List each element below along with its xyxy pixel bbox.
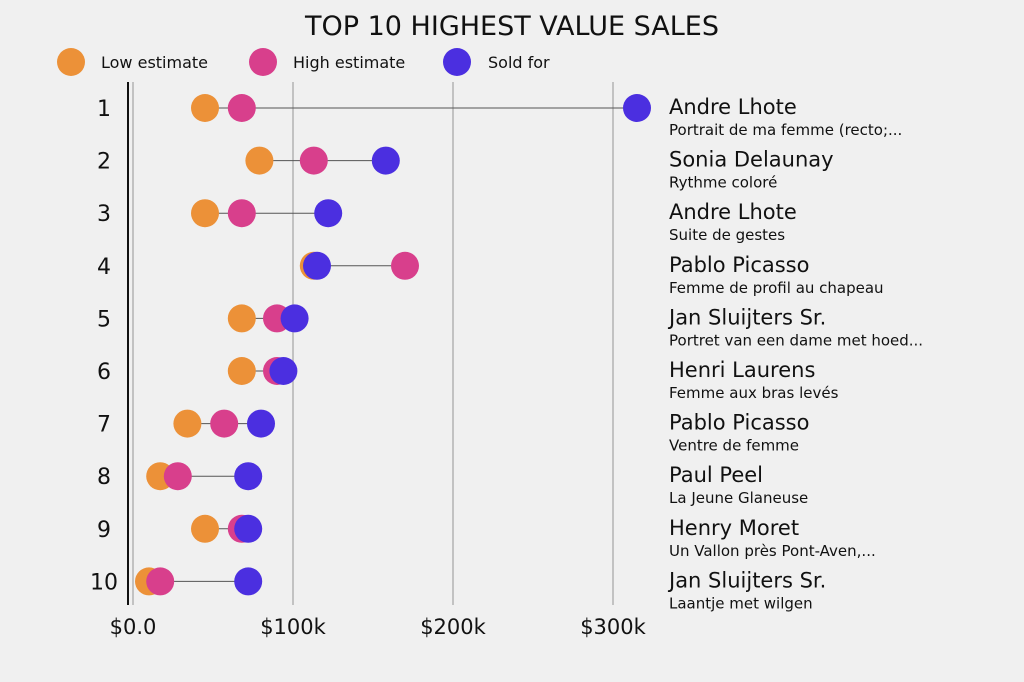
high-estimate-dot [210, 409, 239, 438]
sold-for-dot [234, 567, 263, 596]
row-3: 3 Andre Lhote Suite de gestes [97, 199, 797, 244]
high-estimate-dot [391, 251, 419, 280]
sold-for-dot [234, 514, 263, 543]
rank-label: 8 [97, 465, 111, 490]
legend: Low estimate High estimate Sold for [57, 48, 550, 76]
x-axis-ticks: $0.0 $100k $200k $300k [110, 615, 647, 639]
artwork-title: Laantje met wilgen [669, 594, 813, 612]
artist-name: Sonia Delaunay [669, 148, 834, 172]
artwork-title: Un Vallon près Pont-Aven,... [669, 542, 876, 560]
artist-name: Andre Lhote [669, 95, 797, 119]
artwork-title: Portret van een dame met hoed... [669, 331, 923, 349]
artwork-title: Ventre de femme [669, 437, 799, 455]
row-1: 1 Andre Lhote Portrait de ma femme (recto;… [97, 94, 902, 139]
high-estimate-dot [227, 94, 256, 122]
low-estimate-dot [191, 199, 219, 228]
row-4: 4 Pablo Picasso Femme de profil au chapeau [97, 251, 884, 297]
sold-for-dot [623, 94, 651, 122]
sold-for-dot [234, 462, 263, 491]
x-tick-label: $200k [420, 615, 486, 639]
low-estimate-dot [245, 146, 274, 175]
rank-label: 10 [90, 570, 118, 595]
x-tick-label: $100k [260, 615, 326, 639]
row-9: 9 Henry Moret Un Vallon près Pont-Aven,... [97, 514, 876, 560]
legend-low-label: Low estimate [101, 53, 208, 72]
legend-high-label: High estimate [293, 53, 405, 72]
row-6: 6 Henri Laurens Femme aux bras levés [97, 357, 839, 402]
high-estimate-dot [146, 567, 175, 596]
artwork-title: Femme aux bras levés [669, 384, 839, 402]
sold-for-dot [247, 409, 275, 438]
rank-label: 5 [97, 307, 111, 332]
row-8: 8 Paul Peel La Jeune Glaneuse [97, 462, 808, 507]
legend-high-marker [249, 48, 277, 76]
artist-name: Pablo Picasso [669, 411, 809, 435]
high-estimate-dot [227, 199, 256, 228]
low-estimate-dot [191, 514, 219, 543]
artist-name: Pablo Picasso [669, 253, 809, 277]
rank-label: 3 [97, 202, 111, 227]
legend-low-marker [57, 48, 85, 76]
low-estimate-dot [191, 94, 219, 122]
artist-name: Henri Laurens [669, 358, 815, 382]
rank-label: 4 [97, 255, 111, 280]
row-5: 5 Jan Sluijters Sr. Portret van een dame m… [97, 304, 923, 349]
row-2: 2 Sonia Delaunay Rythme coloré [97, 146, 834, 192]
rank-label: 1 [97, 97, 111, 122]
sold-for-dot [303, 251, 331, 280]
rank-label: 9 [97, 518, 111, 543]
artist-name: Paul Peel [669, 463, 763, 487]
artist-name: Jan Sluijters Sr. [667, 305, 826, 329]
rank-label: 2 [97, 150, 111, 175]
artist-name: Jan Sluijters Sr. [667, 568, 826, 592]
x-tick-label: $300k [580, 615, 646, 639]
chart-title: TOP 10 HIGHEST VALUE SALES [304, 11, 719, 42]
artist-name: Henry Moret [669, 516, 799, 540]
artwork-title: Femme de profil au chapeau [669, 279, 884, 297]
rank-label: 7 [97, 413, 111, 438]
sold-for-dot [314, 199, 343, 228]
sold-for-dot [280, 304, 309, 333]
data-rows: 1 Andre Lhote Portrait de ma femme (recto;… [90, 94, 923, 612]
rank-label: 6 [97, 360, 111, 385]
x-tick-label: $0.0 [110, 615, 157, 639]
artist-name: Andre Lhote [669, 200, 797, 224]
artwork-title: Suite de gestes [669, 226, 785, 244]
sold-for-dot [269, 357, 298, 385]
low-estimate-dot [227, 304, 256, 333]
gridlines [127, 82, 614, 605]
artwork-title: Rythme coloré [669, 174, 777, 192]
low-estimate-dot [227, 357, 256, 385]
legend-sold-marker [443, 48, 471, 76]
row-7: 7 Pablo Picasso Ventre de femme [97, 409, 809, 455]
legend-sold-label: Sold for [488, 53, 550, 72]
high-estimate-dot [299, 146, 328, 175]
row-10: 10 Jan Sluijters Sr. Laantje met wilgen [90, 567, 826, 612]
artwork-title: Portrait de ma femme (recto;... [669, 121, 902, 139]
sold-for-dot [371, 146, 400, 175]
low-estimate-dot [173, 409, 202, 438]
artwork-title: La Jeune Glaneuse [669, 489, 808, 507]
high-estimate-dot [163, 462, 192, 491]
